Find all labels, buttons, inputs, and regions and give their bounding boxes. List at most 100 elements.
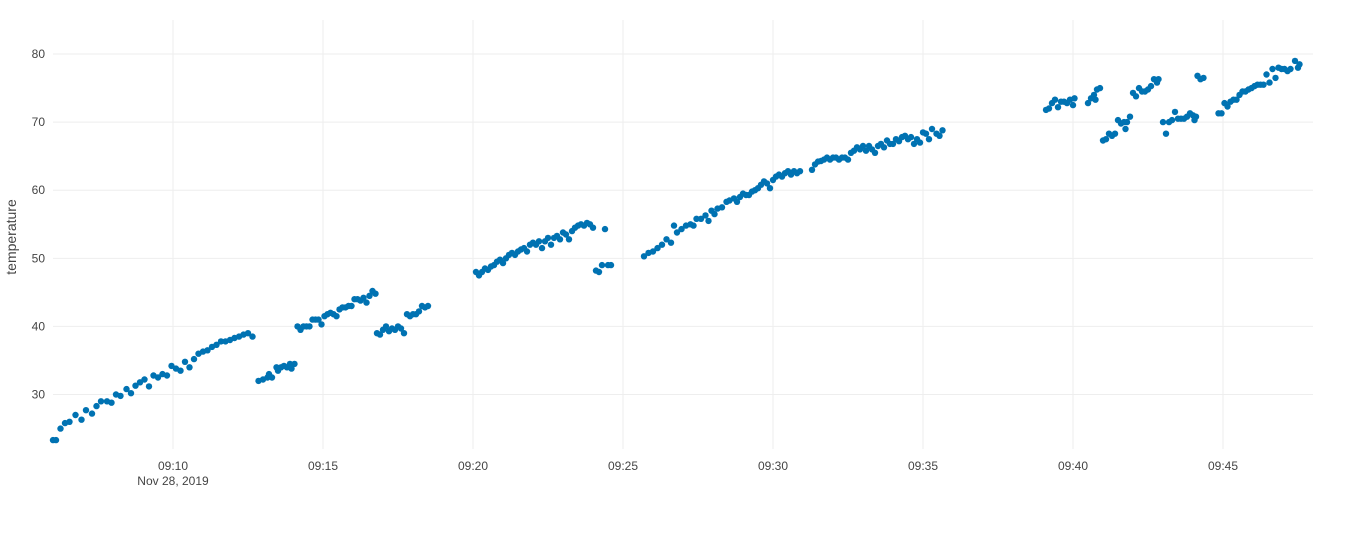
data-point: [52, 436, 60, 444]
data-point: [544, 234, 552, 242]
data-point: [154, 374, 162, 381]
x-tick-label: 09:20: [458, 459, 488, 473]
data-point: [217, 338, 225, 345]
data-point: [93, 402, 100, 410]
data-point: [1159, 118, 1167, 126]
data-point: [1126, 113, 1134, 120]
data-point: [640, 253, 648, 260]
data-point: [78, 416, 85, 423]
data-point: [72, 411, 79, 419]
data-point: [702, 212, 709, 219]
x-tick-date-label: Nov 28, 2019: [137, 474, 209, 488]
data-point: [598, 261, 606, 269]
data-point: [936, 132, 943, 139]
data-point: [127, 390, 135, 397]
data-point: [333, 313, 340, 320]
data-point: [538, 244, 546, 252]
data-point: [190, 355, 198, 363]
data-point: [562, 231, 570, 238]
data-point: [907, 133, 915, 141]
data-point: [1287, 65, 1294, 73]
data-point: [556, 236, 564, 243]
data-point: [678, 225, 685, 233]
data-point: [1155, 76, 1162, 83]
y-tick-label: 80: [32, 47, 46, 61]
data-point: [1224, 103, 1231, 110]
data-point: [1092, 96, 1099, 103]
data-point: [123, 385, 130, 393]
data-point: [213, 341, 220, 348]
data-point: [1218, 110, 1225, 117]
data-point: [145, 383, 153, 390]
data-point: [910, 140, 918, 148]
data-point: [1090, 91, 1098, 99]
data-point: [673, 229, 681, 236]
data-point: [766, 185, 774, 192]
data-point: [415, 308, 423, 315]
data-point: [82, 407, 90, 414]
data-point: [97, 398, 105, 405]
data-point: [181, 358, 189, 365]
data-point: [925, 136, 933, 143]
data-point: [315, 316, 322, 323]
data-point: [859, 142, 867, 150]
data-point: [366, 292, 373, 299]
data-point: [1263, 71, 1270, 78]
data-point: [163, 372, 171, 379]
data-point: [306, 323, 313, 330]
data-point: [763, 180, 771, 187]
x-tick-label: 09:30: [758, 459, 788, 473]
data-point: [244, 330, 252, 337]
data-point: [939, 127, 946, 134]
data-point: [132, 382, 139, 389]
data-point: [204, 347, 211, 354]
data-point: [871, 149, 879, 156]
data-point: [658, 241, 666, 248]
y-tick-label: 40: [32, 319, 46, 333]
x-tick-label: 09:15: [308, 459, 338, 473]
data-point: [654, 244, 661, 252]
data-point: [249, 333, 256, 340]
data-point: [1296, 61, 1303, 68]
data-point: [1071, 95, 1078, 102]
data-point: [1200, 74, 1207, 82]
data-point: [1096, 84, 1104, 92]
data-point: [690, 222, 697, 229]
x-tick-label: 09:45: [1208, 459, 1238, 473]
data-point: [649, 248, 657, 255]
data-point: [595, 268, 603, 276]
data-point: [1291, 57, 1299, 65]
data-point: [499, 259, 507, 267]
y-tick-label: 70: [32, 115, 46, 129]
data-point: [177, 367, 184, 374]
data-point: [693, 215, 700, 222]
data-point: [1162, 130, 1170, 137]
data-point: [376, 331, 384, 338]
data-point: [1147, 82, 1155, 90]
data-point: [108, 399, 115, 406]
points-layer: [49, 57, 1303, 444]
data-point: [862, 147, 870, 154]
data-point: [372, 290, 379, 297]
y-axis-ticks: 30 40 50 60 70 80: [32, 47, 46, 401]
data-point: [186, 364, 193, 371]
x-tick-label: 09:25: [608, 459, 638, 473]
data-point: [589, 224, 597, 231]
data-point: [1171, 108, 1179, 116]
data-point: [1122, 125, 1129, 133]
data-point: [844, 156, 852, 163]
data-point: [1045, 105, 1053, 112]
data-point: [535, 238, 543, 245]
data-point: [733, 198, 741, 205]
data-point: [400, 330, 408, 337]
data-point: [547, 241, 555, 248]
data-point: [670, 222, 678, 229]
data-point: [718, 204, 726, 211]
y-tick-label: 50: [32, 251, 46, 265]
data-point: [523, 248, 531, 255]
y-tick-label: 30: [32, 388, 46, 402]
data-point: [1069, 101, 1077, 109]
data-point: [1269, 65, 1276, 73]
